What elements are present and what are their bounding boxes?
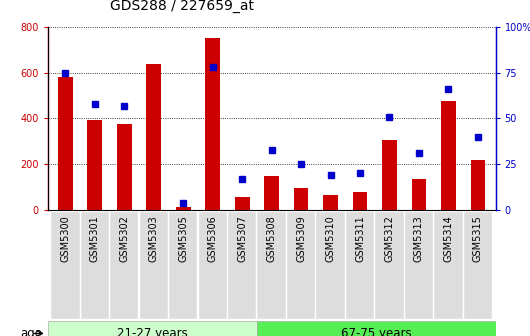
- Text: GSM5305: GSM5305: [178, 216, 188, 262]
- Text: GSM5310: GSM5310: [325, 216, 335, 262]
- Text: age: age: [20, 327, 42, 336]
- Text: GSM5308: GSM5308: [267, 216, 277, 262]
- Text: GSM5311: GSM5311: [355, 216, 365, 262]
- FancyBboxPatch shape: [258, 212, 286, 319]
- Text: GSM5312: GSM5312: [384, 216, 394, 262]
- Text: 21-27 years: 21-27 years: [117, 327, 188, 336]
- Text: GDS288 / 227659_at: GDS288 / 227659_at: [110, 0, 254, 13]
- Bar: [205, 38, 220, 210]
- FancyBboxPatch shape: [48, 321, 257, 336]
- FancyBboxPatch shape: [81, 212, 109, 319]
- FancyBboxPatch shape: [287, 212, 315, 319]
- Bar: [323, 195, 338, 210]
- FancyBboxPatch shape: [434, 212, 463, 319]
- FancyBboxPatch shape: [346, 212, 374, 319]
- Text: GSM5303: GSM5303: [149, 216, 159, 262]
- Bar: [441, 101, 456, 210]
- FancyBboxPatch shape: [51, 212, 80, 319]
- FancyBboxPatch shape: [464, 212, 492, 319]
- FancyBboxPatch shape: [110, 212, 138, 319]
- Text: GSM5314: GSM5314: [444, 216, 453, 262]
- FancyBboxPatch shape: [139, 212, 168, 319]
- Text: GSM5306: GSM5306: [208, 216, 218, 262]
- Bar: [471, 160, 485, 210]
- Bar: [235, 198, 250, 210]
- Bar: [412, 179, 426, 210]
- Bar: [382, 140, 397, 210]
- FancyBboxPatch shape: [257, 321, 496, 336]
- Text: 67-75 years: 67-75 years: [341, 327, 411, 336]
- Text: GSM5313: GSM5313: [414, 216, 424, 262]
- FancyBboxPatch shape: [405, 212, 433, 319]
- Bar: [264, 176, 279, 210]
- Bar: [352, 192, 367, 210]
- FancyBboxPatch shape: [169, 212, 197, 319]
- Bar: [176, 207, 191, 210]
- Text: GSM5315: GSM5315: [473, 216, 483, 262]
- Bar: [294, 188, 308, 210]
- FancyBboxPatch shape: [228, 212, 257, 319]
- FancyBboxPatch shape: [316, 212, 344, 319]
- Bar: [146, 64, 161, 210]
- Bar: [87, 120, 102, 210]
- FancyBboxPatch shape: [375, 212, 404, 319]
- Text: GSM5309: GSM5309: [296, 216, 306, 262]
- Text: GSM5300: GSM5300: [60, 216, 70, 262]
- Text: GSM5301: GSM5301: [90, 216, 100, 262]
- Bar: [58, 77, 73, 210]
- Text: GSM5307: GSM5307: [237, 216, 247, 262]
- FancyBboxPatch shape: [199, 212, 227, 319]
- Text: GSM5302: GSM5302: [119, 216, 129, 262]
- Bar: [117, 124, 131, 210]
